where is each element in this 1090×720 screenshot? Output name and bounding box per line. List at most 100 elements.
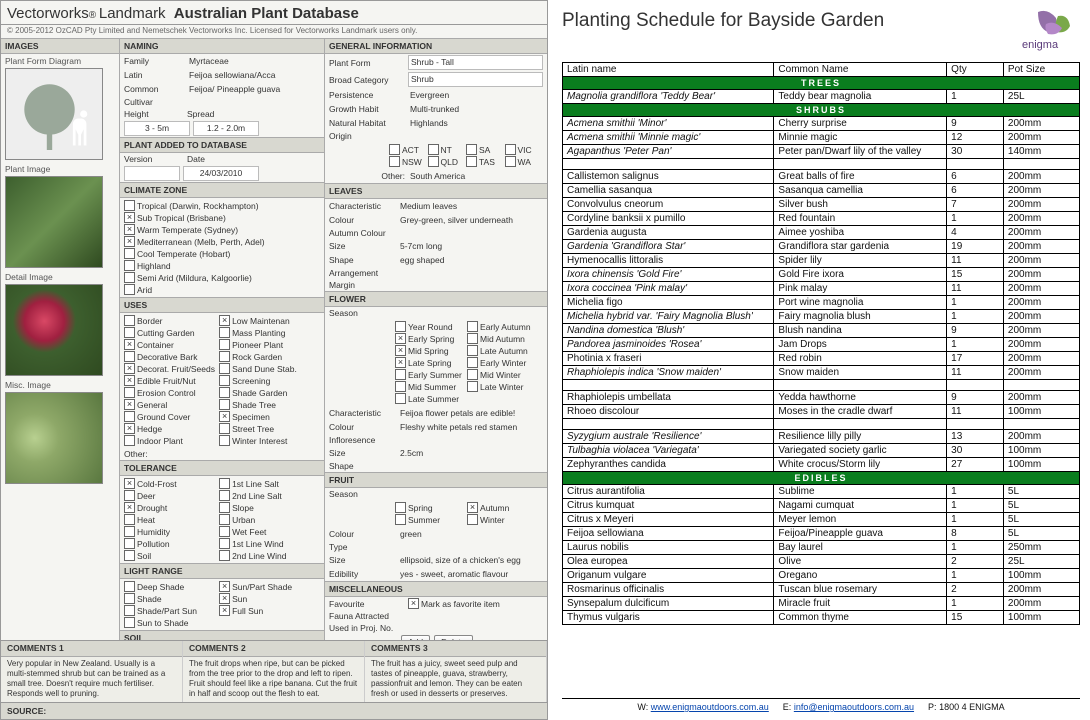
checkbox-option[interactable]: ×Early Spring <box>395 333 466 344</box>
checkbox-option[interactable]: ×Low Maintenan <box>219 315 313 326</box>
checkbox-option[interactable]: Street Tree <box>219 423 313 434</box>
checkbox-option[interactable]: TAS <box>466 156 505 167</box>
checkbox-option[interactable]: Early Summer <box>395 369 466 380</box>
checkbox-option[interactable]: Deer <box>124 490 218 501</box>
misc-image[interactable] <box>5 392 103 484</box>
checkbox-option[interactable]: ×Sub Tropical (Brisbane) <box>124 212 320 223</box>
table-row: Gardenia augustaAimee yoshiba4200mm <box>563 226 1080 240</box>
checkbox-option[interactable]: Early Autumn <box>467 321 538 332</box>
checkbox-option[interactable]: Shade Tree <box>219 399 313 410</box>
checkbox-option[interactable]: Border <box>124 315 218 326</box>
checkbox-option[interactable]: Year Round <box>395 321 466 332</box>
checkbox-option[interactable]: Mid Summer <box>395 381 466 392</box>
checkbox-option[interactable]: ×Late Spring <box>395 357 466 368</box>
checkbox-option[interactable]: SA <box>466 144 505 155</box>
checkbox-option[interactable]: Arid <box>124 284 320 295</box>
date-value[interactable]: 24/03/2010 <box>183 166 259 181</box>
checkbox-option[interactable]: Deep Shade <box>124 581 218 592</box>
checkbox-option[interactable]: 1st Line Salt <box>219 478 313 489</box>
checkbox-option[interactable]: Late Autumn <box>467 345 538 356</box>
checkbox-option[interactable]: Shade/Part Sun <box>124 605 218 616</box>
title-prefix: Vectorworks <box>7 5 89 22</box>
checkbox-option[interactable]: ×Autumn <box>467 502 538 513</box>
checkbox-option[interactable]: ACT <box>389 144 428 155</box>
favourite-checkbox[interactable]: ×Mark as favorite item <box>408 598 500 609</box>
checkbox-option[interactable]: Early Winter <box>467 357 538 368</box>
checkbox-option[interactable]: Rock Garden <box>219 351 313 362</box>
checkbox-option[interactable]: ×Warm Temperate (Sydney) <box>124 224 320 235</box>
checkbox-option[interactable]: Winter Interest <box>219 435 313 446</box>
checkbox-option[interactable]: NT <box>428 144 467 155</box>
broad-cat-value[interactable]: Shrub <box>408 72 543 87</box>
checkbox-option[interactable]: Pioneer Plant <box>219 339 313 350</box>
version-label: Version <box>124 154 184 164</box>
habit-value: Multi-trunked <box>408 103 543 115</box>
checkbox-option[interactable]: ×Full Sun <box>219 605 313 616</box>
checkbox-option[interactable]: 2nd Line Salt <box>219 490 313 501</box>
leaves-shape-label: Shape <box>329 255 395 265</box>
col-pot: Pot Size <box>1003 63 1079 77</box>
checkbox-option[interactable]: ×Specimen <box>219 411 313 422</box>
checkbox-option[interactable]: Decorative Bark <box>124 351 218 362</box>
checkbox-option[interactable]: Summer <box>395 514 466 525</box>
checkbox-option[interactable]: ×Sun/Part Shade <box>219 581 313 592</box>
persistence-label: Persistence <box>329 90 405 100</box>
checkbox-option[interactable]: Sand Dune Stab. <box>219 363 313 374</box>
checkbox-option[interactable]: NSW <box>389 156 428 167</box>
footer-email[interactable]: info@enigmaoutdoors.com.au <box>794 702 914 712</box>
checkbox-option[interactable]: Shade <box>124 593 218 604</box>
checkbox-option[interactable]: Ground Cover <box>124 411 218 422</box>
checkbox-option[interactable]: Winter <box>467 514 538 525</box>
checkbox-option[interactable]: Screening <box>219 375 313 386</box>
checkbox-option[interactable]: Tropical (Darwin, Rockhampton) <box>124 200 320 211</box>
checkbox-option[interactable]: ×Mediterranean (Melb, Perth, Adel) <box>124 236 320 247</box>
checkbox-option[interactable]: Soil <box>124 550 218 561</box>
checkbox-option[interactable]: Urban <box>219 514 313 525</box>
plant-image[interactable] <box>5 176 103 268</box>
checkbox-option[interactable]: ×Edible Fruit/Nut <box>124 375 218 386</box>
checkbox-option[interactable]: Wet Feet <box>219 526 313 537</box>
checkbox-option[interactable]: Mid Autumn <box>467 333 538 344</box>
checkbox-option[interactable]: ×Sun <box>219 593 313 604</box>
checkbox-option[interactable]: Shade Garden <box>219 387 313 398</box>
checkbox-option[interactable]: Highland <box>124 260 320 271</box>
checkbox-option[interactable]: ×Mid Spring <box>395 345 466 356</box>
checkbox-option[interactable]: Late Winter <box>467 381 538 392</box>
checkbox-option[interactable]: Cutting Garden <box>124 327 218 338</box>
checkbox-option[interactable]: Pollution <box>124 538 218 549</box>
table-row: Callistemon salignusGreat balls of fire6… <box>563 170 1080 184</box>
checkbox-option[interactable]: ×Hedge <box>124 423 218 434</box>
checkbox-option[interactable]: ×Cold-Frost <box>124 478 218 489</box>
checkbox-option[interactable]: QLD <box>428 156 467 167</box>
checkbox-option[interactable]: ×Container <box>124 339 218 350</box>
checkbox-option[interactable]: Spring <box>395 502 466 513</box>
plant-form-diagram-slot: Plant Form Diagram <box>1 54 119 162</box>
title-mid: Landmark <box>99 5 166 22</box>
spread-value[interactable]: 1.2 - 2.0m <box>193 121 259 136</box>
checkbox-option[interactable]: Heat <box>124 514 218 525</box>
version-value[interactable] <box>124 166 180 181</box>
checkbox-option[interactable]: Indoor Plant <box>124 435 218 446</box>
checkbox-option[interactable]: Mid Winter <box>467 369 538 380</box>
detail-image[interactable] <box>5 284 103 376</box>
checkbox-option[interactable]: WA <box>505 156 544 167</box>
checkbox-option[interactable]: 2nd Line Wind <box>219 550 313 561</box>
checkbox-option[interactable]: Late Summer <box>395 393 466 404</box>
checkbox-option[interactable]: Erosion Control <box>124 387 218 398</box>
plant-form-value[interactable]: Shrub - Tall <box>408 55 543 70</box>
checkbox-option[interactable]: Semi Arid (Mildura, Kalgoorlie) <box>124 272 320 283</box>
checkbox-option[interactable]: Sun to Shade <box>124 617 218 628</box>
checkbox-option[interactable]: VIC <box>505 144 544 155</box>
checkbox-option[interactable]: ×Decorat. Fruit/Seeds <box>124 363 218 374</box>
plant-form-diagram[interactable] <box>5 68 103 160</box>
checkbox-option[interactable]: ×General <box>124 399 218 410</box>
checkbox-option[interactable]: Slope <box>219 502 313 513</box>
footer-website[interactable]: www.enigmaoutdoors.com.au <box>651 702 769 712</box>
right-column: GENERAL INFORMATION Plant FormShrub - Ta… <box>325 38 547 640</box>
checkbox-option[interactable]: Humidity <box>124 526 218 537</box>
checkbox-option[interactable]: Cool Temperate (Hobart) <box>124 248 320 259</box>
checkbox-option[interactable]: ×Drought <box>124 502 218 513</box>
checkbox-option[interactable]: Mass Planting <box>219 327 313 338</box>
height-value[interactable]: 3 - 5m <box>124 121 190 136</box>
checkbox-option[interactable]: 1st Line Wind <box>219 538 313 549</box>
